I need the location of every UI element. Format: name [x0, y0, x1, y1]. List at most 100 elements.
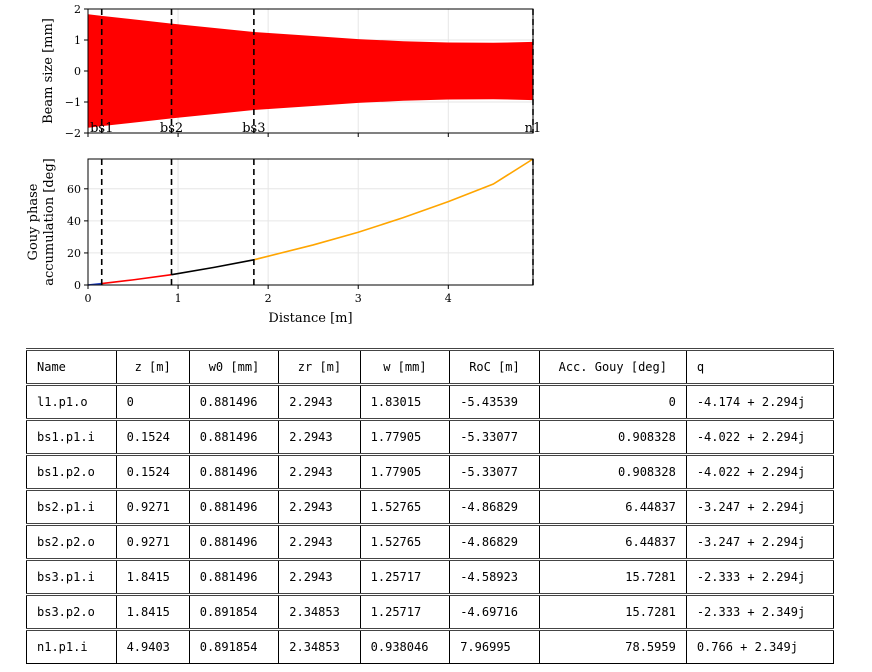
table-cell: -2.333 + 2.294j — [685, 559, 835, 595]
table-cell: 1.77905 — [359, 454, 451, 490]
table-cell: 0.881496 — [188, 384, 280, 420]
table-cell: -4.174 + 2.294j — [685, 384, 835, 420]
table-cell: 1.52765 — [359, 489, 451, 525]
table-row: l1.p1.o 0 0.881496 2.2943 1.83015 -5.43539 0 -4… — [26, 384, 835, 420]
table-row: bs2.p1.i 0.9271 0.881496 2.2943 1.52765 -4.86… — [26, 489, 835, 525]
table-row: n1.p1.i 4.9403 0.891854 2.34853 0.938046 7.96… — [26, 629, 835, 664]
table-cell: 0.881496 — [188, 454, 280, 490]
table-cell: -5.43539 — [449, 384, 540, 420]
y-tick-label: 1 — [74, 34, 81, 47]
table-cell: -4.86829 — [449, 524, 540, 560]
table-row: bs1.p1.i 0.1524 0.881496 2.2943 1.77905 -5.33… — [26, 419, 835, 455]
table-cell: 2.2943 — [278, 559, 361, 595]
table-cell: 0.881496 — [188, 559, 280, 595]
col-header-gouy: Acc. Gouy [deg] — [538, 349, 687, 385]
table-row: bs3.p2.o 1.8415 0.891854 2.34853 1.25717 -4.6… — [26, 594, 835, 630]
table-cell: 2.2943 — [278, 524, 361, 560]
y-tick-label: 60 — [67, 183, 81, 196]
table-cell: bs3.p1.i — [26, 559, 117, 595]
table-cell: 1.8415 — [115, 559, 190, 595]
table-cell: 0.1524 — [115, 419, 190, 455]
col-header-w0: w0 [mm] — [188, 349, 280, 385]
table-cell: 0.891854 — [188, 629, 280, 664]
table-cell: bs1.p2.o — [26, 454, 117, 490]
table-cell: 0.9271 — [115, 524, 190, 560]
axes-frame — [87, 158, 534, 286]
y-tick-label: 0 — [74, 65, 81, 78]
x-tick-label: 2 — [265, 292, 272, 305]
table-cell: 0.881496 — [188, 489, 280, 525]
y-tick-label: 20 — [67, 247, 81, 260]
table-cell: 2.2943 — [278, 384, 361, 420]
table-cell: 0.881496 — [188, 524, 280, 560]
table-row: bs2.p2.o 0.9271 0.881496 2.2943 1.52765 -4.86… — [26, 524, 835, 560]
table-cell: 2.2943 — [278, 489, 361, 525]
table-cell: 0.908328 — [538, 454, 687, 490]
y-tick-label: 40 — [67, 215, 81, 228]
table-cell: 6.44837 — [538, 524, 687, 560]
beam-trace-table: Name z [m] w0 [mm] zr [m] w [mm] RoC [m]… — [26, 348, 835, 664]
table-cell: 2.2943 — [278, 419, 361, 455]
y-tick-label: 2 — [74, 3, 81, 16]
table-row: bs3.p1.i 1.8415 0.881496 2.2943 1.25717 -4.58… — [26, 559, 835, 595]
component-label: bs3 — [242, 121, 265, 136]
table-cell: 0.891854 — [188, 594, 280, 630]
table-cell: 15.7281 — [538, 594, 687, 630]
table-cell: 7.96995 — [449, 629, 540, 664]
table-cell: l1.p1.o — [26, 384, 117, 420]
y-axis-label-line1: Gouy phase — [26, 183, 41, 260]
table-cell: 1.52765 — [359, 524, 451, 560]
table-cell: -3.247 + 2.294j — [685, 489, 835, 525]
table-cell: -4.58923 — [449, 559, 540, 595]
table-row: bs1.p2.o 0.1524 0.881496 2.2943 1.77905 -5.33… — [26, 454, 835, 490]
table-cell: -4.86829 — [449, 489, 540, 525]
x-axis-label: Distance [m] — [268, 311, 352, 326]
col-header-zr: zr [m] — [278, 349, 361, 385]
col-header-name: Name — [26, 349, 117, 385]
table-cell: bs2.p2.o — [26, 524, 117, 560]
table-cell: -5.33077 — [449, 419, 540, 455]
col-header-z: z [m] — [115, 349, 190, 385]
y-tick-label: −1 — [65, 96, 81, 109]
col-header-q: q — [685, 349, 835, 385]
col-header-w: w [mm] — [359, 349, 451, 385]
gouy-phase-line-2 — [171, 259, 255, 276]
table-cell: 6.44837 — [538, 489, 687, 525]
table-cell: 15.7281 — [538, 559, 687, 595]
x-tick-label: 4 — [445, 292, 452, 305]
x-tick-label: 3 — [355, 292, 362, 305]
table-cell: 78.5959 — [538, 629, 687, 664]
gouy-phase-line-1 — [101, 273, 172, 285]
component-label: bs1 — [90, 121, 113, 136]
table-cell: 2.2943 — [278, 454, 361, 490]
table-header-row: Name z [m] w0 [mm] zr [m] w [mm] RoC [m]… — [26, 349, 835, 385]
table-cell: bs3.p2.o — [26, 594, 117, 630]
table-cell: 0.881496 — [188, 419, 280, 455]
table-cell: 2.34853 — [278, 629, 361, 664]
table-cell: 1.77905 — [359, 419, 451, 455]
table-cell: 0.908328 — [538, 419, 687, 455]
table-cell: 1.25717 — [359, 594, 451, 630]
table-cell: 1.25717 — [359, 559, 451, 595]
x-tick-label: 1 — [175, 292, 182, 305]
table-cell: 4.9403 — [115, 629, 190, 664]
y-axis-label: Beam size [mm] — [41, 18, 56, 124]
component-label: bs2 — [160, 121, 183, 136]
table-cell: 1.83015 — [359, 384, 451, 420]
table-cell: -4.69716 — [449, 594, 540, 630]
table-cell: -4.022 + 2.294j — [685, 454, 835, 490]
gouy-phase-line-3 — [253, 158, 534, 261]
y-tick-label: −2 — [65, 127, 81, 140]
table-cell: 2.34853 — [278, 594, 361, 630]
table-cell: 0 — [115, 384, 190, 420]
table-cell: -3.247 + 2.294j — [685, 524, 835, 560]
table-cell: bs1.p1.i — [26, 419, 117, 455]
table-cell: 0.1524 — [115, 454, 190, 490]
table-cell: 0.766 + 2.349j — [685, 629, 835, 664]
y-axis-label-line2: accumulation [deg] — [42, 158, 57, 286]
x-tick-label: 0 — [85, 292, 92, 305]
table-cell: -2.333 + 2.349j — [685, 594, 835, 630]
table-cell: -5.33077 — [449, 454, 540, 490]
col-header-roc: RoC [m] — [449, 349, 540, 385]
